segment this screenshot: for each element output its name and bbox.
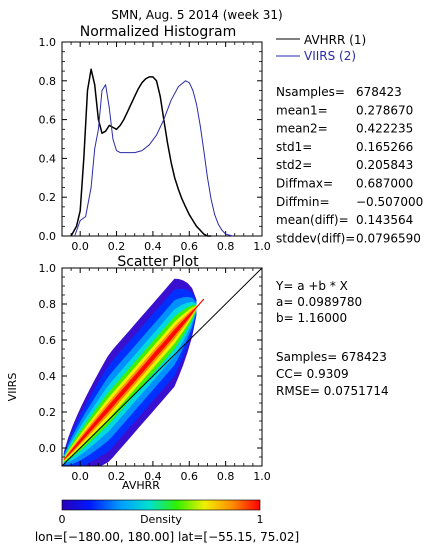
histogram-ytick-label: 0.6 [39, 114, 57, 127]
stat-label: mean(diff)= [276, 213, 349, 227]
fit-b: b= 1.16000 [276, 311, 347, 325]
stat-value: 0.278670 [356, 103, 413, 117]
histogram-ticks: 0.0 0.2 0.4 0.6 0.8 1.0 0.0 0.2 0.4 0.6 0.8 1.0 [39, 36, 271, 253]
scatter-xtick-label: 0.6 [181, 470, 199, 483]
stat-label: Nsamples= [276, 85, 345, 99]
series-line-avhrr [70, 68, 212, 237]
scatter-xtick-label: 0.0 [71, 470, 89, 483]
region-footer: lon=[−180.00, 180.00] lat=[−55.15, 75.02… [35, 530, 299, 544]
scatter-xtick-label: 0.2 [108, 470, 126, 483]
fit-summary: Y= a +b * X a= 0.0989780 b= 1.16000 Samp… [275, 279, 389, 398]
stat-value: 0.687000 [356, 177, 413, 191]
samples-count: Samples= 678423 [276, 350, 387, 364]
series-line-viirs [74, 80, 234, 237]
scatter-xtick-label: 0.4 [144, 470, 162, 483]
histogram-panel: Normalized Histogram 0.0 0.2 0.4 0.6 0.8 1.00… [39, 24, 271, 253]
stat-label: std2= [276, 158, 312, 172]
stat-label: Diffmin= [276, 195, 330, 209]
scatter-ytick-label: 0.6 [39, 334, 57, 347]
stat-value: 0.143564 [356, 213, 413, 227]
fit-equation: Y= a +b * X [275, 279, 348, 293]
colorbar-max-label: 1 [257, 513, 264, 526]
stat-label: Diffmax= [276, 177, 333, 191]
stat-label: stddev(diff)= [276, 231, 355, 245]
scatter-title: Scatter Plot [117, 254, 199, 270]
scatter-ytick-label: 0.4 [39, 370, 57, 383]
legend: AVHRR (1) VIIRS (2) [276, 33, 366, 63]
stat-value: 0.422235 [356, 122, 413, 136]
page-title: SMN, Aug. 5 2014 (week 31) [111, 8, 282, 22]
stat-value: 0.165266 [356, 140, 413, 154]
scatter-ticks: 0.0 0.2 0.4 0.6 0.8 1.0 0.0 0.2 0.4 0.6 0.8 1.0 [39, 262, 271, 483]
scatter-xtick-label: 1.0 [253, 470, 271, 483]
correlation-coefficient: CC= 0.9309 [276, 367, 349, 381]
scatter-ytick-label: 0.0 [39, 442, 57, 455]
scatter-ytick-label: 1.0 [39, 262, 57, 275]
histogram-xtick-label: 0.4 [144, 240, 162, 253]
histogram-xtick-label: 0.0 [71, 240, 89, 253]
stat-label: mean2= [276, 122, 328, 136]
stat-value: 0.0796590 [356, 231, 421, 245]
colorbar-label: Density [140, 513, 182, 526]
statistics-block: Nsamples= 678423 mean1= 0.278670 mean2= 0.422… [276, 85, 423, 245]
identity-line [62, 268, 262, 466]
histogram-ytick-label: 0.0 [39, 230, 57, 243]
stat-value: −0.507000 [356, 195, 423, 209]
legend-label-viirs: VIIRS (2) [304, 49, 356, 63]
colorbar-min-label: 0 [59, 513, 66, 526]
stat-label: mean1= [276, 103, 328, 117]
histogram-ytick-label: 1.0 [39, 36, 57, 49]
rmse-value: RMSE= 0.0751714 [276, 384, 389, 398]
histogram-title: Normalized Histogram [80, 24, 236, 40]
stat-label: std1= [276, 140, 312, 154]
stat-value: 678423 [356, 85, 402, 99]
scatter-ytick-label: 0.2 [39, 406, 57, 419]
histogram-ytick-label: 0.8 [39, 75, 57, 88]
colorbar-gradient [61, 499, 261, 511]
scatter-panel: Scatter Plot 0.0 0.2 0.4 0.6 0.8 1.0 0.0 0.2 0.4… [6, 254, 271, 492]
stat-value: 0.205843 [356, 158, 413, 172]
scatter-xlabel: AVHRR [122, 479, 160, 492]
histogram-xtick-label: 0.8 [217, 240, 235, 253]
histogram-xtick-label: 0.2 [108, 240, 126, 253]
fit-a: a= 0.0989780 [276, 295, 362, 309]
scatter-ylabel: VIIRS [6, 373, 19, 402]
histogram-ytick-label: 0.4 [39, 152, 57, 165]
fit-line [67, 298, 205, 456]
histogram-xtick-label: 1.0 [253, 240, 271, 253]
colorbar: 0 Density 1 [59, 499, 264, 526]
histogram-lines [70, 68, 234, 237]
histogram-xtick-label: 0.6 [181, 240, 199, 253]
scatter-ytick-label: 0.8 [39, 298, 57, 311]
legend-label-avhrr: AVHRR (1) [304, 33, 366, 47]
scatter-xtick-label: 0.8 [217, 470, 235, 483]
histogram-ytick-label: 0.2 [39, 191, 57, 204]
